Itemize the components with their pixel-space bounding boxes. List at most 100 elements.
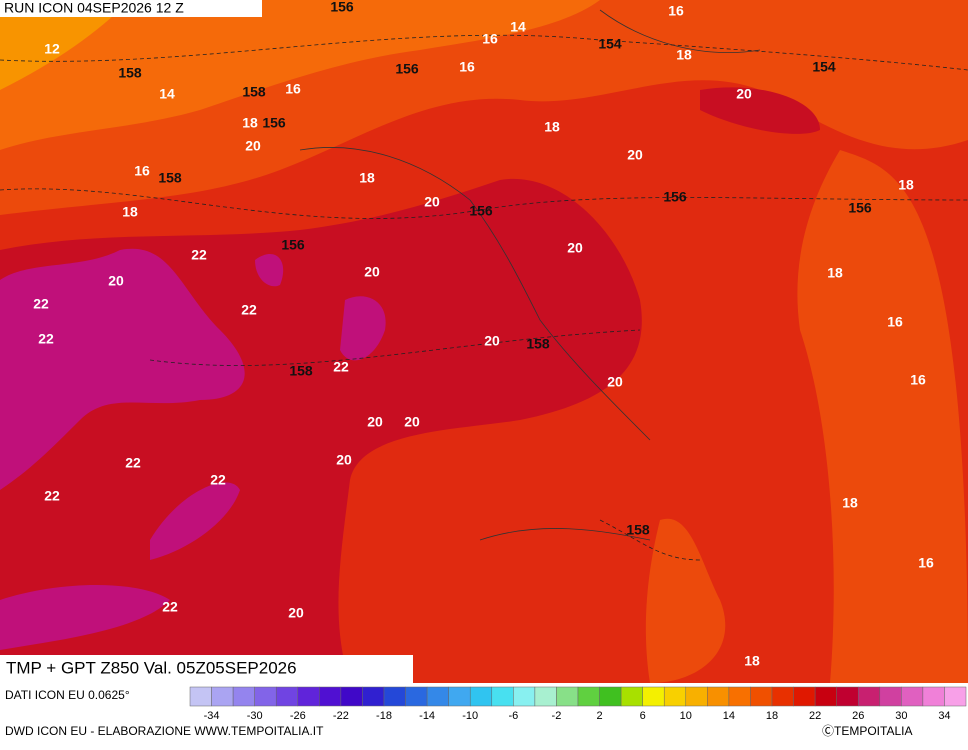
temperature-label: 20: [424, 194, 440, 210]
color-swatch: [275, 686, 299, 707]
map-title: TMP + GPT Z850 Val. 05Z05SEP2026: [6, 658, 297, 677]
warm-zone: [797, 150, 968, 683]
scale-label: 6: [640, 710, 646, 722]
orange-zone: [0, 0, 600, 150]
temperature-label: 22: [162, 599, 178, 615]
temperature-label: 22: [44, 488, 60, 504]
color-swatch: [513, 686, 536, 707]
scale-label: -14: [419, 710, 435, 722]
color-swatch: [922, 686, 945, 707]
scale-label: -26: [290, 710, 306, 722]
temperature-label: 18: [827, 265, 843, 281]
temperature-label: 14: [510, 19, 526, 35]
temperature-label: 22: [38, 331, 54, 347]
temperature-label: 16: [482, 31, 498, 47]
color-swatch: [685, 686, 708, 707]
temperature-label: 20: [364, 264, 380, 280]
contour-labels: 12 14 14 16 16 16 16 18 18 20 16 18 18 18 20 20 20 20 18 18…: [33, 0, 934, 669]
temperature-label: 12: [44, 41, 60, 57]
scale-label: -30: [247, 710, 263, 722]
color-swatch: [469, 686, 493, 707]
scale-label: 30: [895, 710, 907, 722]
color-swatch: [728, 686, 751, 707]
warm-zone: [645, 518, 726, 683]
scale-label: -2: [552, 710, 562, 722]
color-swatch: [707, 686, 730, 707]
temperature-label: 20: [404, 414, 420, 430]
geopotential-label: 156: [663, 189, 687, 205]
temperature-label: 22: [33, 296, 49, 312]
geopotential-label: 154: [598, 36, 622, 52]
color-swatch: [491, 686, 514, 707]
color-swatch: [297, 686, 320, 707]
color-swatch: [771, 686, 794, 707]
geopotential-label: 158: [526, 336, 550, 352]
color-swatch: [901, 686, 924, 707]
scale-label: 22: [809, 710, 821, 722]
scale-label: 26: [852, 710, 864, 722]
temperature-label: 18: [359, 170, 375, 186]
color-swatch: [879, 686, 902, 707]
yellow-zone: [0, 0, 130, 90]
color-swatch: [448, 686, 471, 707]
temperature-label: 22: [191, 247, 207, 263]
temperature-label: 20: [736, 86, 752, 102]
temperature-label: 22: [125, 455, 141, 471]
geopotential-label: 156: [395, 61, 419, 77]
temperature-label: 20: [336, 452, 352, 468]
temperature-label: 20: [367, 414, 383, 430]
color-swatch: [814, 686, 837, 707]
color-swatch: [405, 686, 428, 707]
title-box: [0, 655, 413, 683]
temperature-label: 20: [607, 374, 623, 390]
very-hot-zone: [0, 248, 245, 490]
temperature-label: 22: [241, 302, 257, 318]
dataset-label: DATI ICON EU 0.0625°: [5, 688, 130, 702]
temperature-label: 18: [544, 119, 560, 135]
scale-label: -6: [508, 710, 518, 722]
copyright: ⒸTEMPOITALIA: [822, 724, 912, 738]
geopotential-label: 158: [289, 363, 313, 379]
temperature-label: 18: [676, 47, 692, 63]
geopotential-label: 158: [626, 522, 650, 538]
color-swatch: [556, 686, 579, 707]
color-swatch: [189, 686, 212, 707]
geopotential-label: 158: [158, 170, 182, 186]
temperature-label: 16: [918, 555, 934, 571]
geopotential-label: 158: [118, 65, 142, 81]
color-swatch: [383, 686, 406, 707]
color-swatch: [944, 686, 967, 707]
color-swatch: [750, 686, 773, 707]
scale-label: 2: [596, 710, 602, 722]
color-swatch: [642, 686, 665, 707]
temperature-label: 20: [567, 240, 583, 256]
geopotential-label: 156: [848, 200, 872, 216]
temperature-label: 22: [210, 472, 226, 488]
temperature-label: 20: [288, 605, 304, 621]
color-swatch: [534, 686, 557, 707]
source-label: DWD ICON EU - ELABORAZIONE WWW.TEMPOITAL…: [5, 724, 324, 738]
color-swatch: [836, 686, 859, 707]
color-swatch: [426, 686, 449, 707]
temperature-label: 16: [285, 81, 301, 97]
geopotential-label: 156: [469, 203, 493, 219]
temperature-label: 20: [484, 333, 500, 349]
temperature-label: 18: [842, 495, 858, 511]
color-swatch: [793, 686, 816, 707]
color-swatch: [319, 686, 342, 707]
temperature-label: 20: [245, 138, 261, 154]
scale-label: -18: [376, 710, 392, 722]
geopotential-label: 156: [330, 0, 354, 15]
color-swatch: [663, 686, 687, 707]
very-hot-zone: [0, 254, 386, 650]
color-swatch: [577, 686, 600, 707]
scale-label: 10: [680, 710, 692, 722]
geopotential-label: 156: [281, 237, 305, 253]
temperature-label: 22: [333, 359, 349, 375]
temperature-label: 20: [108, 273, 124, 289]
color-swatch: [340, 686, 363, 707]
temperature-label: 14: [159, 86, 175, 102]
color-swatch: [620, 686, 643, 707]
color-swatch: [362, 686, 385, 707]
